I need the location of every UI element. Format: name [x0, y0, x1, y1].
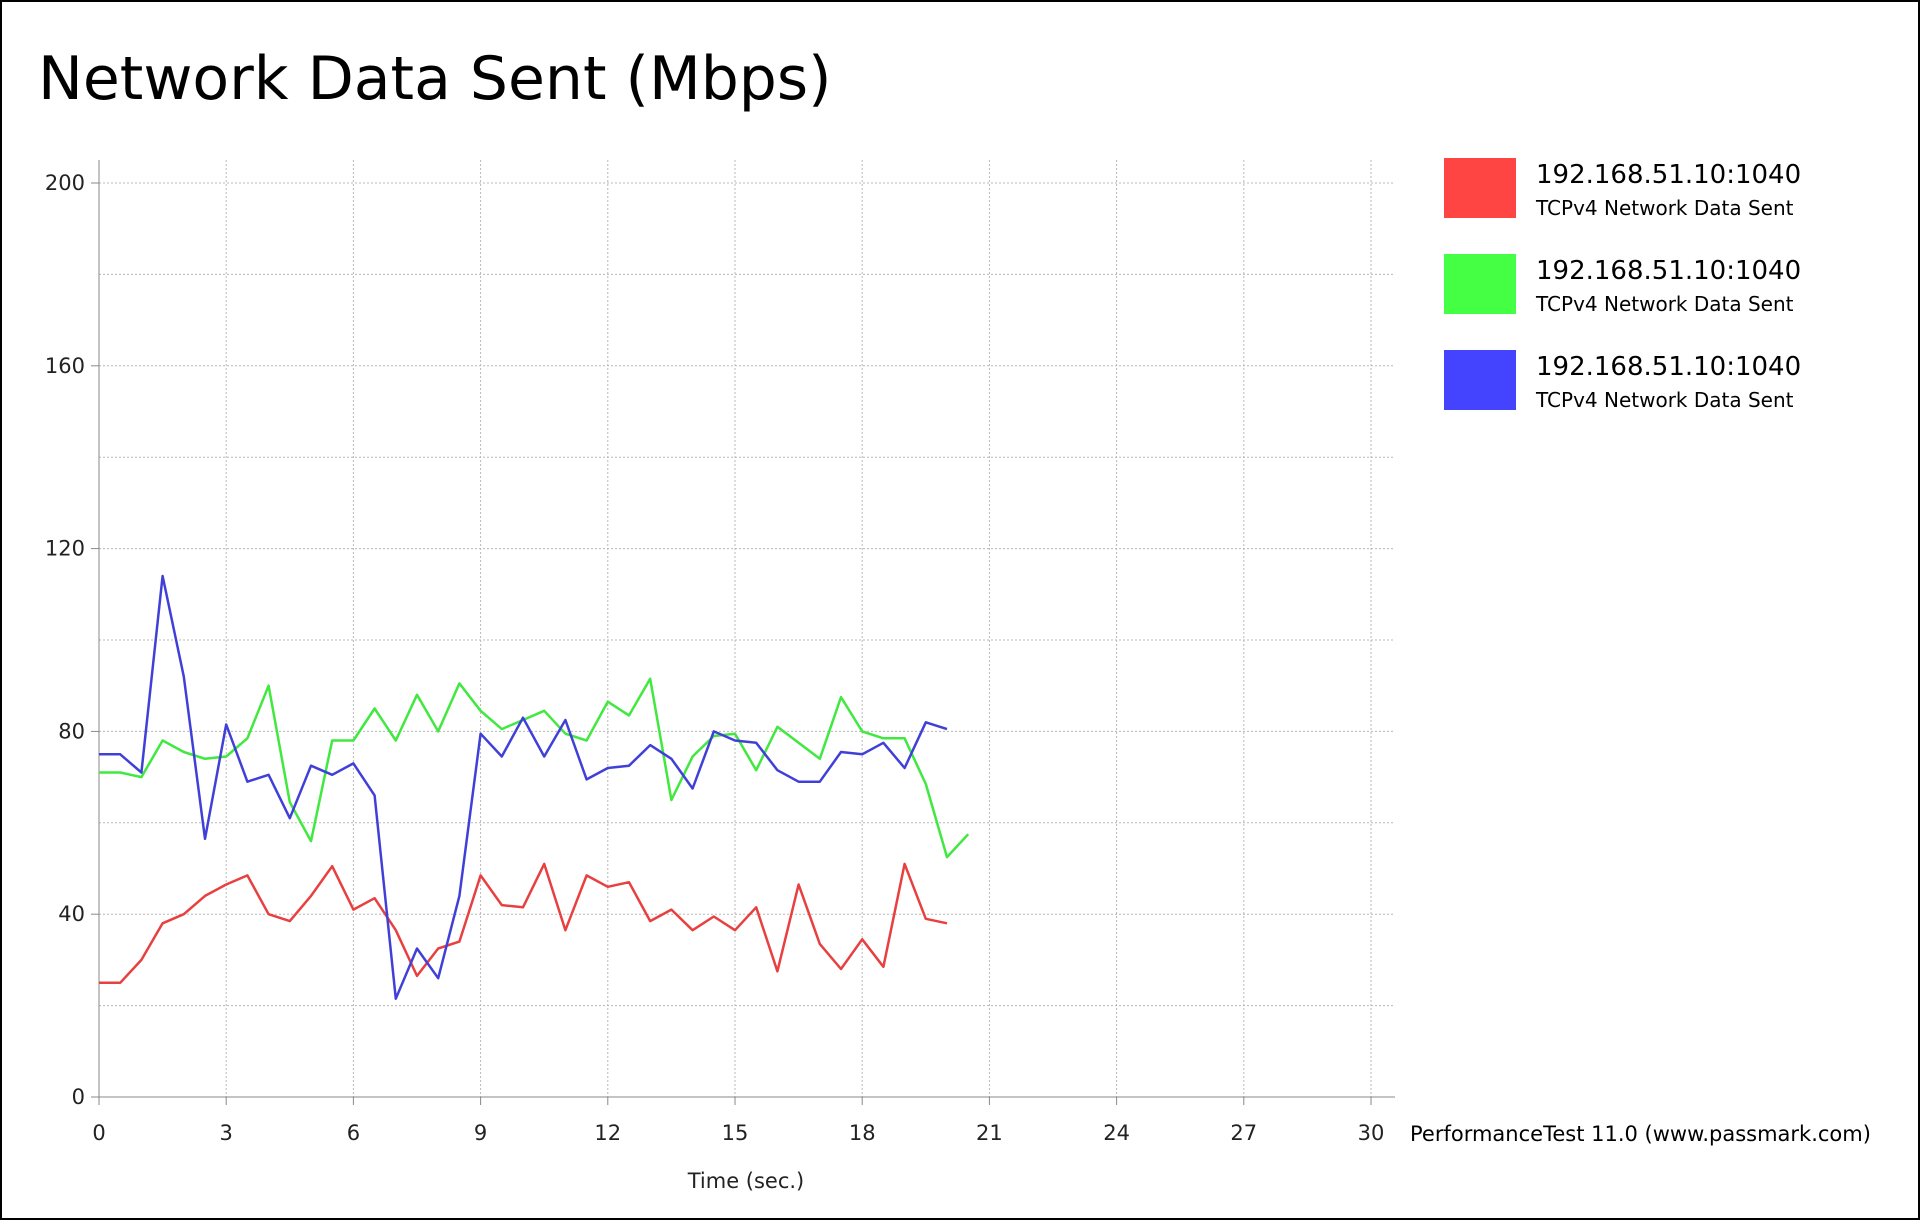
y-tick-label: 0: [72, 1085, 85, 1109]
legend-series-name: 192.168.51.10:1040: [1536, 160, 1802, 190]
legend-swatch: [1444, 158, 1516, 218]
tick-labels: 0 40 80 120 160 200 0 3 6 9 12 15 18 21 24 27 30: [45, 171, 1384, 1145]
x-tick-label: 6: [347, 1121, 360, 1145]
legend-series-description: TCPv4 Network Data Sent: [1536, 388, 1794, 412]
y-tick-label: 120: [45, 537, 85, 561]
legend-series-description: TCPv4 Network Data Sent: [1536, 196, 1794, 220]
legend-item: 192.168.51.10:1040 TCPv4 Network Data Sen…: [1444, 252, 1864, 348]
y-tick-label: 200: [45, 171, 85, 195]
footer-credit: PerformanceTest 11.0 (www.passmark.com): [1410, 1122, 1871, 1146]
x-tick-label: 30: [1358, 1121, 1385, 1145]
x-tick-label: 18: [849, 1121, 876, 1145]
y-tick-label: 40: [58, 902, 85, 926]
legend-item: 192.168.51.10:1040 TCPv4 Network Data Sen…: [1444, 348, 1864, 444]
legend-item: 192.168.51.10:1040 TCPv4 Network Data Sen…: [1444, 156, 1864, 252]
x-tick-label: 21: [976, 1121, 1003, 1145]
legend-swatch: [1444, 254, 1516, 314]
legend: 192.168.51.10:1040 TCPv4 Network Data Sen…: [1444, 156, 1864, 444]
series-line-1: [99, 862, 948, 985]
chart-title: Network Data Sent (Mbps): [38, 44, 832, 114]
legend-series-name: 192.168.51.10:1040: [1536, 352, 1802, 382]
legend-series-description: TCPv4 Network Data Sent: [1536, 292, 1794, 316]
series-line-3: [99, 574, 948, 1000]
axes: [91, 160, 1395, 1105]
x-tick-label: 9: [474, 1121, 487, 1145]
x-tick-label: 12: [594, 1121, 621, 1145]
y-tick-label: 80: [58, 719, 85, 743]
y-tick-label: 160: [45, 354, 85, 378]
x-axis-title: Time (sec.): [687, 1169, 805, 1193]
x-tick-label: 24: [1103, 1121, 1130, 1145]
legend-swatch: [1444, 350, 1516, 410]
x-tick-label: 27: [1230, 1121, 1257, 1145]
data-series: [99, 574, 970, 1000]
legend-series-name: 192.168.51.10:1040: [1536, 256, 1802, 286]
series-line-2: [99, 677, 970, 859]
x-tick-label: 0: [92, 1121, 105, 1145]
x-tick-label: 3: [220, 1121, 233, 1145]
grid-lines: [99, 160, 1395, 1097]
x-tick-label: 15: [722, 1121, 749, 1145]
